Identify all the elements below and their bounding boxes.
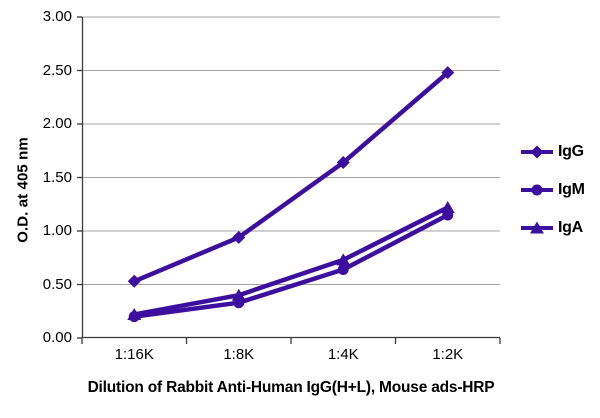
marker-triangle — [336, 253, 351, 266]
x-tick-label: 1:4K — [327, 346, 359, 363]
marker-diamond — [232, 230, 246, 244]
marker-triangle — [440, 200, 455, 213]
series-line-IgA — [133, 205, 449, 317]
legend-marker-diamond-icon — [521, 145, 553, 159]
plot-area — [77, 16, 501, 344]
marker-triangle — [127, 307, 142, 320]
y-tick-label: 0.00 — [42, 329, 72, 346]
marker-triangle — [530, 221, 544, 234]
legend-label: IgG — [558, 143, 584, 160]
legend-marker-circle-icon — [521, 184, 553, 196]
marker-circle — [337, 264, 349, 276]
legend-item-IgM: IgM — [520, 171, 585, 209]
legend: IgG IgM IgA — [520, 133, 585, 247]
plot-svg — [77, 16, 501, 344]
x-tick-label: 1:8K — [223, 346, 255, 363]
marker-circle — [531, 184, 543, 196]
legend-label: IgA — [558, 219, 583, 236]
y-tick-label: 3.00 — [42, 8, 72, 25]
legend-item-IgA: IgA — [520, 209, 585, 247]
legend-item-IgG: IgG — [520, 133, 585, 171]
x-tick-label: 1:16K — [114, 346, 154, 363]
y-tick-label: 1.00 — [42, 222, 72, 239]
y-tick-label: 1.50 — [42, 168, 72, 186]
x-tick-label: 1:2K — [432, 346, 464, 363]
y-tick-label: 0.50 — [42, 275, 72, 293]
marker-diamond — [336, 156, 350, 170]
legend-label: IgM — [558, 181, 585, 198]
series-line-IgG — [133, 70, 450, 284]
y-tick-label: 2.50 — [42, 61, 72, 79]
series-line-IgM — [133, 212, 449, 319]
marker-triangle — [231, 288, 246, 301]
marker-diamond — [530, 145, 544, 159]
y-tick-label: 2.00 — [42, 115, 72, 132]
marker-diamond — [127, 274, 141, 288]
legend-marker-triangle-icon — [521, 221, 553, 234]
marker-diamond — [441, 66, 455, 80]
x-axis-title: Dilution of Rabbit Anti-Human IgG(H+L), … — [87, 379, 495, 396]
